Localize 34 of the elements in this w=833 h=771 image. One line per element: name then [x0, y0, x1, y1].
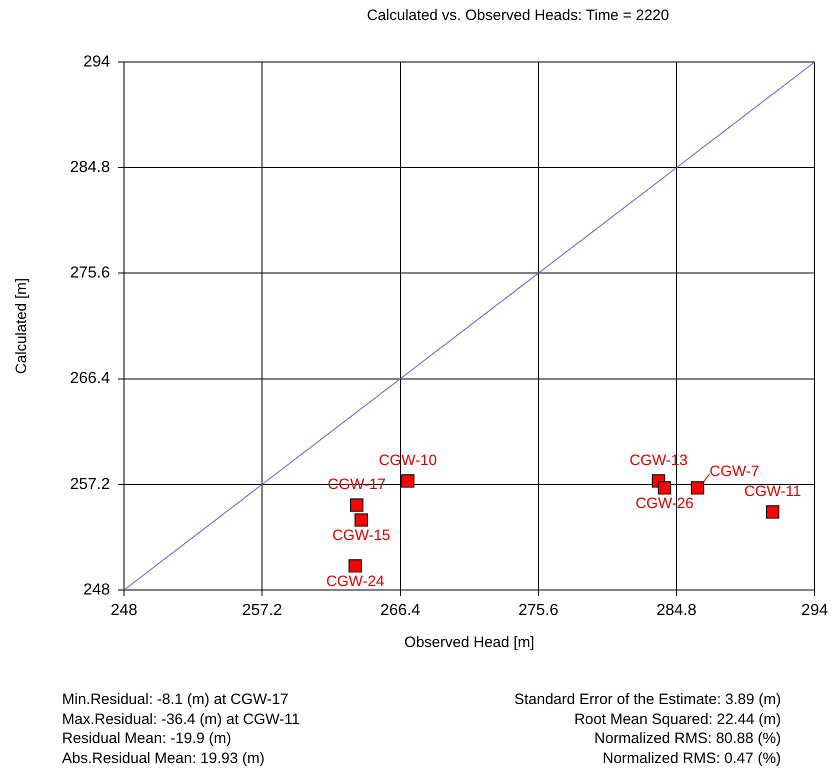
text: Residual Mean: -19.9 (m) [62, 729, 232, 748]
point [658, 481, 672, 494]
point [401, 474, 414, 488]
x-tick-label: 284.8 [656, 602, 697, 620]
point [348, 559, 362, 573]
y-tick-label: 294 [83, 53, 110, 70]
point [354, 513, 368, 527]
x-tick-label: 275.6 [518, 602, 559, 620]
point [690, 481, 704, 494]
annotation: CGW-15 [332, 527, 390, 544]
x-tick-label: 248 [110, 602, 138, 620]
y-tick-label: 284.8 [70, 159, 110, 176]
x-tick-label: 257.2 [242, 602, 282, 620]
annotation: CGW-24 [326, 573, 384, 590]
y-tick-label: 275.6 [70, 264, 110, 282]
x-tick-label: 294 [801, 602, 828, 620]
text: Abs.Residual Mean: 19.93 (m) [62, 748, 265, 768]
text: Min.Residual: -8.1 (m) at CGW-17 [62, 690, 288, 710]
point [766, 505, 780, 519]
text: Max.Residual: -36.4 (m) at CGW-11 [62, 710, 300, 729]
annotation: CGW-7 [710, 462, 760, 480]
y-tick-label: 266.4 [70, 370, 110, 388]
chart-title: Calculated vs. Observed Heads: Time = 2220 [366, 7, 670, 24]
x-tick-label: 266.4 [380, 602, 420, 620]
text: Normalized RMS: 0.47 (%) [602, 748, 781, 768]
y-axis-title: Calculated [m] [13, 278, 30, 374]
y-tick-label: 257.2 [70, 476, 110, 493]
y-tick-label: 248 [83, 581, 110, 598]
point [350, 498, 364, 512]
x-axis-title: Observed Head [m] [404, 634, 534, 652]
annotation: CGW-11 [744, 483, 802, 500]
text: Normalized RMS: 80.88 (%) [594, 729, 781, 748]
text: Root Mean Squared: 22.44 (m) [574, 710, 781, 729]
text: Standard Error of the Estimate: 3.89 (m) [514, 690, 781, 710]
